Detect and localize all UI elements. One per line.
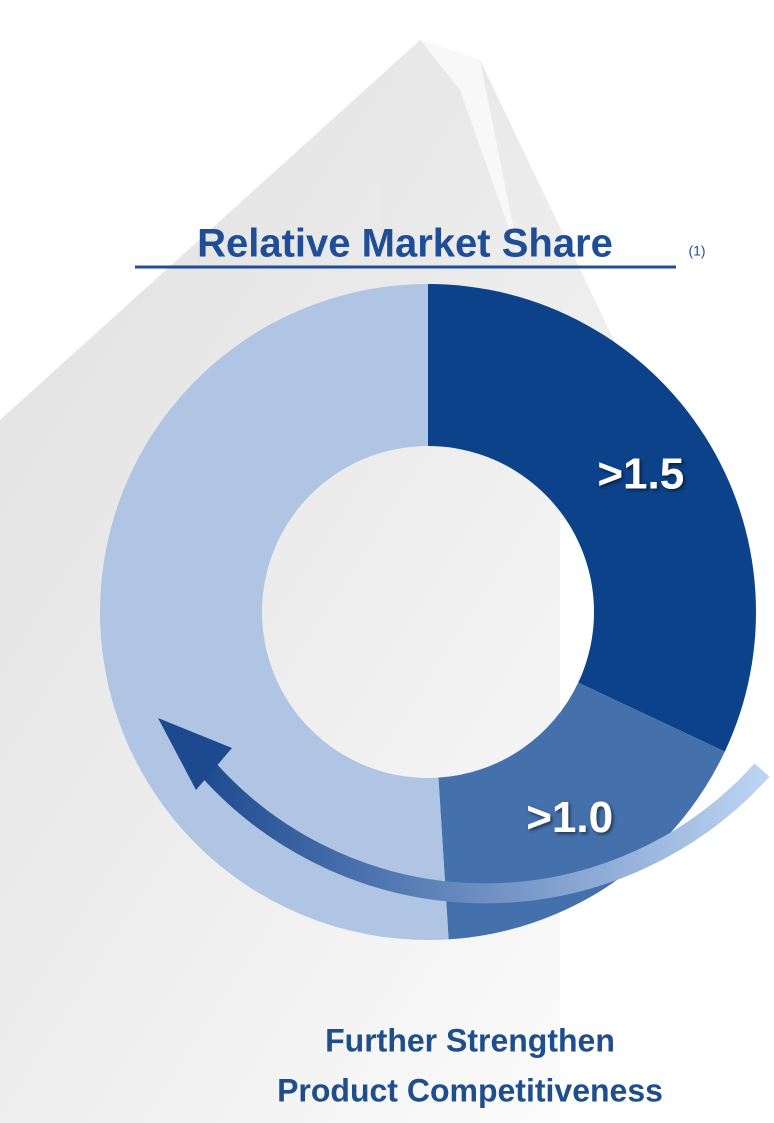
cycle-arrow [192, 753, 770, 904]
cycle-arrowhead [158, 718, 232, 790]
footer-line: Further Strengthen [325, 1022, 615, 1058]
donut-segment [100, 284, 449, 940]
footer-line: Product Competitiveness [277, 1072, 663, 1108]
title-note: (1) [688, 243, 705, 259]
donut-segment [438, 682, 725, 940]
donut-segment [428, 284, 756, 752]
segment-label: >1.5 [597, 450, 684, 499]
segment-label: >1.0 [526, 793, 613, 842]
chart-title: Relative Market Share [197, 222, 613, 266]
